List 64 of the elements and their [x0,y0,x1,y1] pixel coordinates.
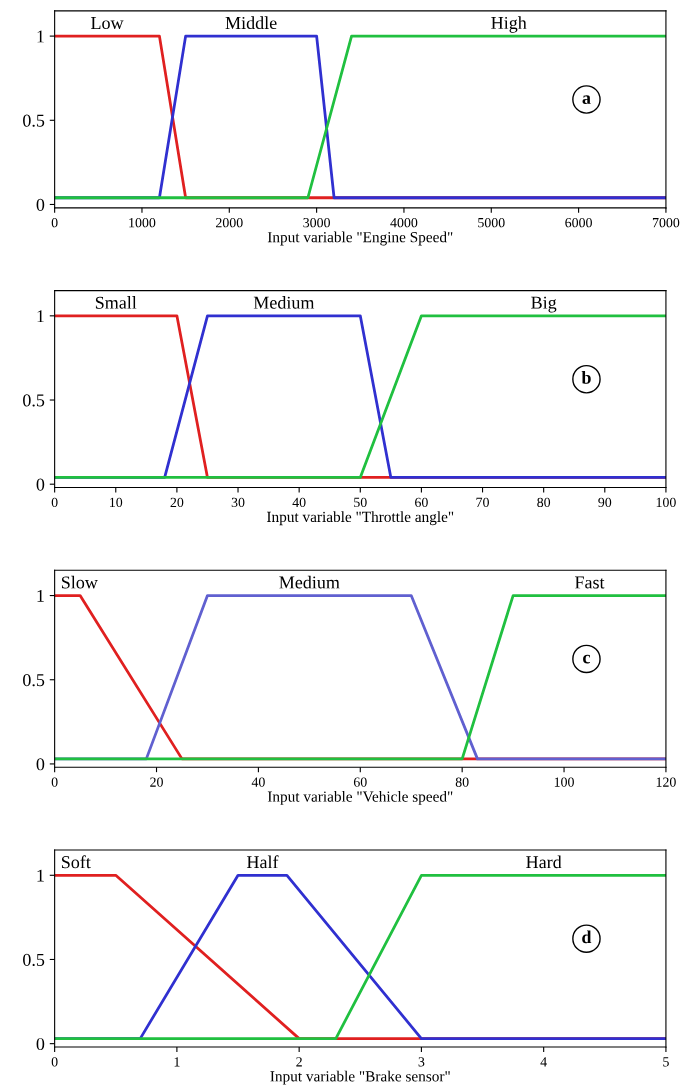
annotation: b [581,371,591,384]
y-tick-label: 1 [37,589,44,602]
series-label: High [491,16,527,33]
series-label: Slow [61,575,98,589]
x-tick-label: 2000 [216,217,243,228]
x-axis-title: Input variable "Brake sensor" [270,1070,450,1085]
x-tick-label: 4000 [390,217,418,228]
y-tick-label: 0.5 [23,953,45,966]
y-tick-label: 1 [37,869,44,882]
x-tick-label: 70 [476,497,489,508]
x-tick-label: 1 [174,1057,180,1067]
y-tick-label: 0 [36,478,45,491]
x-tick-label: 50 [354,497,367,508]
annotation: a [582,95,591,105]
x-axis-title: Input variable "Engine Speed" [267,231,453,246]
y-tick-label: 0 [36,758,45,771]
series-label: Hard [526,855,562,869]
series-label: Middle [225,16,277,30]
x-tick-label: 2 [296,1057,302,1067]
y-tick-label: 1 [37,30,44,43]
x-tick-label: 30 [231,497,245,508]
series-label: Soft [61,855,91,869]
x-tick-label: 0 [51,777,58,787]
y-tick-label: 0 [36,1037,45,1051]
series-label: Medium [279,575,340,589]
x-tick-label: 4 [540,1057,547,1067]
x-tick-label: 0 [51,497,58,508]
x-tick-label: 40 [292,497,306,508]
x-tick-label: 20 [150,777,163,787]
x-tick-label: 7000 [652,217,680,228]
x-tick-label: 120 [656,777,676,787]
x-tick-label: 0 [51,1057,58,1067]
x-tick-label: 5000 [478,217,505,228]
y-tick-label: 1 [37,310,44,323]
y-tick-label: 0 [36,198,45,211]
series-label: Big [531,296,557,313]
x-tick-label: 80 [537,497,551,508]
x-tick-label: 3 [418,1057,425,1067]
y-tick-label: 0.5 [23,394,45,407]
x-axis-title: Input variable "Throttle angle" [266,511,454,526]
series-label: Medium [253,296,315,309]
x-tick-label: 3000 [303,217,330,228]
x-tick-label: 80 [455,777,469,787]
annotation: d [582,930,592,944]
series-label: Small [95,296,137,309]
x-tick-label: 60 [353,777,367,787]
x-tick-label: 5 [663,1057,669,1067]
x-tick-label: 0 [51,217,58,228]
x-tick-label: 20 [170,497,184,508]
x-axis-title: Input variable "Vehicle speed" [267,791,453,805]
x-tick-label: 90 [598,497,612,508]
x-tick-label: 40 [251,777,265,787]
y-tick-label: 0.5 [23,114,45,127]
x-tick-label: 100 [554,777,574,787]
series-label: Half [246,855,279,869]
annotation: c [583,654,591,664]
x-tick-label: 60 [415,497,428,508]
y-tick-label: 0.5 [23,674,45,687]
x-tick-label: 6000 [565,217,592,228]
series-label: Fast [574,576,605,589]
x-tick-label: 1000 [129,217,156,228]
x-tick-label: 100 [656,497,676,508]
x-tick-label: 10 [110,497,123,508]
series-label: Low [91,17,124,30]
